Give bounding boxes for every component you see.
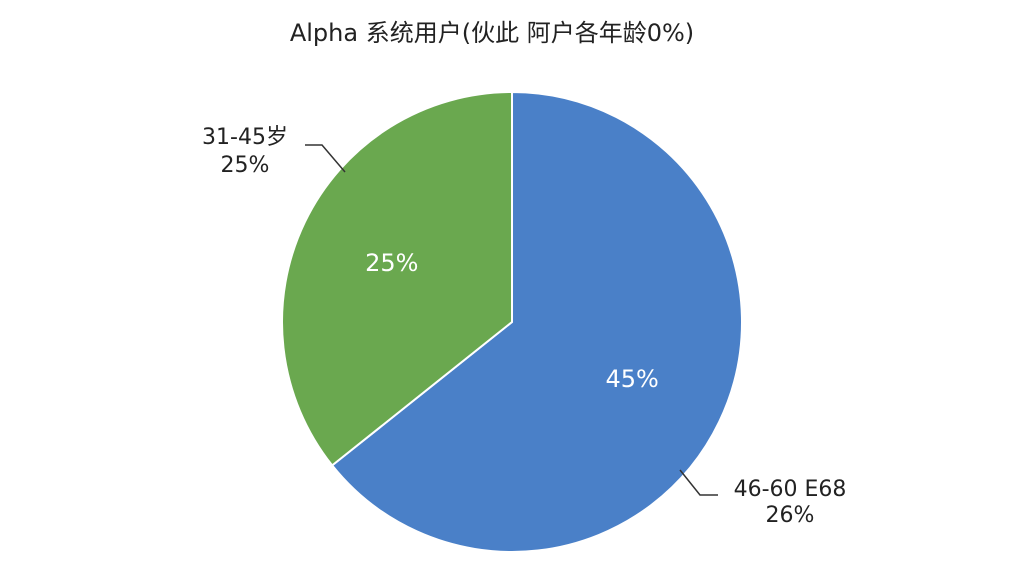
leader-line — [679, 469, 718, 496]
outer-percent-label: 26% — [766, 503, 815, 528]
category-label: 46-60 E68 — [734, 477, 847, 502]
slice-value-label: 25% — [365, 249, 418, 277]
leader-line — [305, 144, 346, 173]
category-label: 31-45岁 — [202, 125, 288, 150]
slice-value-label: 45% — [606, 365, 659, 393]
pie-slice — [330, 90, 743, 553]
chart-title: Alpha 系统用户(伙此 阿户各年龄0%) — [290, 19, 694, 47]
pie-slice — [281, 90, 513, 467]
outer-percent-label: 25% — [221, 153, 270, 178]
